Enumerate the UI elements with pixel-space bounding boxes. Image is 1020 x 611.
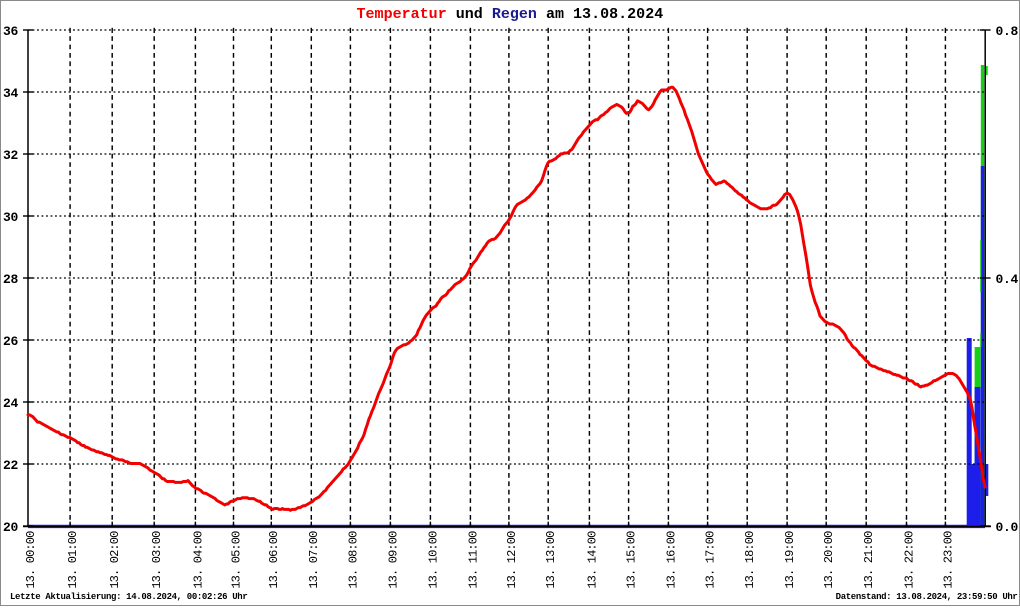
svg-text:13. 01:00: 13. 01:00 [66, 531, 80, 589]
svg-text:13. 14:00: 13. 14:00 [585, 531, 599, 589]
svg-text:28: 28 [3, 272, 19, 287]
svg-text:13. 20:00: 13. 20:00 [822, 531, 836, 589]
svg-text:Letzte Aktualisierung: 14.08.2: Letzte Aktualisierung: 14.08.2024, 00:02… [10, 592, 247, 602]
svg-text:13. 12:00: 13. 12:00 [505, 531, 519, 589]
svg-text:13. 21:00: 13. 21:00 [862, 531, 876, 589]
svg-text:13. 18:00: 13. 18:00 [743, 531, 757, 589]
svg-text:13. 17:00: 13. 17:00 [704, 531, 718, 589]
svg-text:22: 22 [3, 458, 19, 473]
svg-text:13. 11:00: 13. 11:00 [466, 531, 480, 589]
svg-text:13. 19:00: 13. 19:00 [783, 531, 797, 589]
svg-text:13. 00:00: 13. 00:00 [24, 531, 38, 589]
svg-text:Datenstand: 13.08.2024, 23:59:: Datenstand: 13.08.2024, 23:59:50 Uhr [836, 592, 1018, 602]
svg-text:13. 16:00: 13. 16:00 [664, 531, 678, 589]
svg-text:13. 05:00: 13. 05:00 [229, 531, 243, 589]
svg-text:13. 23:00: 13. 23:00 [941, 531, 955, 589]
svg-text:13. 09:00: 13. 09:00 [386, 531, 400, 589]
svg-text:13. 13:00: 13. 13:00 [544, 531, 558, 589]
svg-text:Temperatur und Regen am 13.08.: Temperatur und Regen am 13.08.2024 [357, 6, 664, 23]
svg-text:13. 22:00: 13. 22:00 [902, 531, 916, 589]
svg-text:13. 03:00: 13. 03:00 [150, 531, 164, 589]
svg-text:13. 15:00: 13. 15:00 [625, 531, 639, 589]
svg-text:13. 02:00: 13. 02:00 [108, 531, 122, 589]
svg-text:26: 26 [3, 334, 19, 349]
svg-text:34: 34 [3, 86, 19, 101]
svg-text:0.4: 0.4 [996, 272, 1019, 287]
svg-text:24: 24 [3, 396, 19, 411]
svg-text:32: 32 [3, 148, 19, 163]
svg-text:36: 36 [3, 24, 19, 39]
svg-text:13. 06:00: 13. 06:00 [267, 531, 281, 589]
svg-text:0.8: 0.8 [996, 24, 1019, 39]
svg-text:20: 20 [3, 520, 19, 535]
svg-text:13. 10:00: 13. 10:00 [426, 531, 440, 589]
svg-text:30: 30 [3, 210, 19, 225]
svg-text:13. 04:00: 13. 04:00 [191, 531, 205, 589]
svg-text:13. 07:00: 13. 07:00 [307, 531, 321, 589]
svg-text:13. 08:00: 13. 08:00 [346, 531, 360, 589]
svg-text:0.0: 0.0 [996, 520, 1019, 535]
